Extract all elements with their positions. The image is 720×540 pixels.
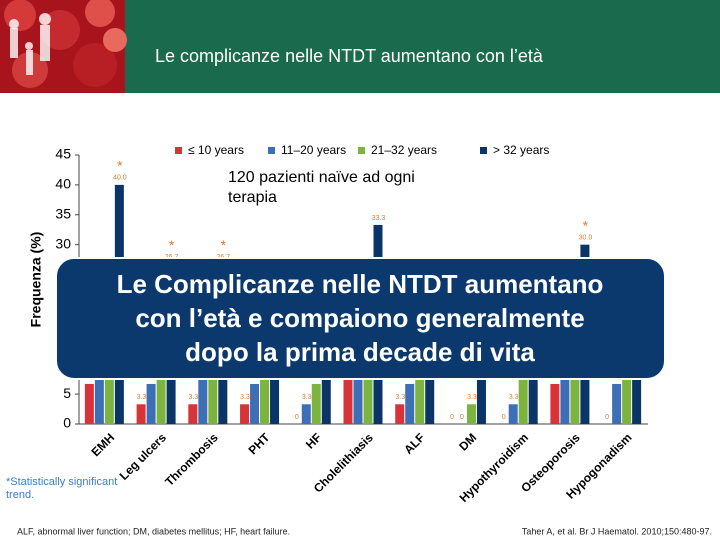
footnote: *Statistically significant trend. (6, 476, 117, 501)
y-tick-label: 0 (63, 415, 71, 431)
x-tick-label: ALF (401, 430, 427, 456)
value-label: 3.3 (395, 394, 405, 401)
header-image (0, 0, 127, 93)
callout-text: dopo la prima decade di vita (185, 337, 535, 367)
legend-label: > 32 years (493, 143, 549, 157)
value-label: 30.0 (579, 235, 593, 242)
bar (240, 404, 250, 424)
value-label: 3.3 (509, 394, 519, 401)
significance-marker: * (169, 237, 175, 253)
bar (476, 364, 486, 424)
callout-text: con l’età e compaiono generalmente (135, 303, 584, 333)
legend-swatch (175, 147, 182, 154)
legend-label: ≤ 10 years (188, 143, 244, 157)
bar (343, 344, 353, 424)
slide-title: Le complicanze nelle NTDT aumentano con … (155, 46, 544, 66)
legend-swatch (480, 147, 487, 154)
callout: Le Complicanze nelle NTDT aumentano con l… (55, 257, 666, 380)
value-label: 40.0 (113, 175, 127, 182)
bar (466, 404, 476, 424)
bar (550, 383, 560, 424)
bar (84, 383, 94, 424)
footer-right: Taher A, et al. Br J Haematol. 2010;150:… (522, 526, 712, 536)
bar (104, 344, 114, 424)
bar (146, 383, 156, 424)
x-tick-label: DM (456, 430, 479, 453)
significance-marker: * (117, 158, 123, 174)
bar (156, 344, 166, 424)
footer-left: ALF, abnormal liver function; DM, diabet… (17, 526, 290, 536)
legend-swatch (268, 147, 275, 154)
bar (508, 404, 518, 424)
bar (136, 404, 146, 424)
x-tick-label: PHT (246, 430, 273, 457)
bar (405, 383, 415, 424)
value-label: 3.3 (302, 394, 312, 401)
value-label: 0 (605, 414, 609, 421)
x-tick-label: EMH (88, 430, 117, 459)
legend-swatch (358, 147, 365, 154)
bar (198, 364, 208, 424)
bar (94, 364, 104, 424)
bar (612, 383, 622, 424)
value-label: 3.3 (240, 394, 250, 401)
y-tick-label: 35 (55, 205, 71, 221)
bar (395, 404, 405, 424)
y-tick-label: 5 (63, 385, 71, 401)
x-tick-label: Thrombosis (162, 430, 221, 489)
bar (518, 364, 528, 424)
value-label: 3.3 (467, 394, 477, 401)
bar (301, 404, 311, 424)
legend-label: 21–32 years (371, 143, 437, 157)
value-label: 3.3 (137, 394, 147, 401)
bar (260, 364, 270, 424)
value-label: 0 (295, 414, 299, 421)
value-label: 0 (502, 414, 506, 421)
significance-marker: * (221, 237, 227, 253)
bar (528, 344, 538, 424)
y-tick-label: 45 (55, 146, 71, 162)
callout-text: Le Complicanze nelle NTDT aumentano (117, 269, 604, 299)
value-label: 0 (450, 414, 454, 421)
value-label: 33.3 (372, 215, 386, 222)
x-tick-label: HF (303, 430, 324, 451)
bar (311, 383, 321, 424)
bar (415, 364, 425, 424)
bar (622, 344, 632, 424)
bar (560, 364, 570, 424)
x-tick-label: Leg ulcers (117, 430, 170, 483)
legend-label: 11–20 years (281, 143, 346, 157)
bar (321, 344, 331, 424)
annotation: 120 pazienti naïve ad ogni terapia (228, 169, 415, 206)
value-label: 3.3 (188, 394, 198, 401)
bar (250, 383, 260, 424)
y-tick-label: 30 (55, 235, 71, 251)
y-axis-label: Frequenza (%) (28, 232, 44, 328)
y-tick-label: 40 (55, 176, 71, 192)
significance-marker: * (583, 217, 589, 233)
value-label: 0 (460, 414, 464, 421)
bar (188, 404, 198, 424)
